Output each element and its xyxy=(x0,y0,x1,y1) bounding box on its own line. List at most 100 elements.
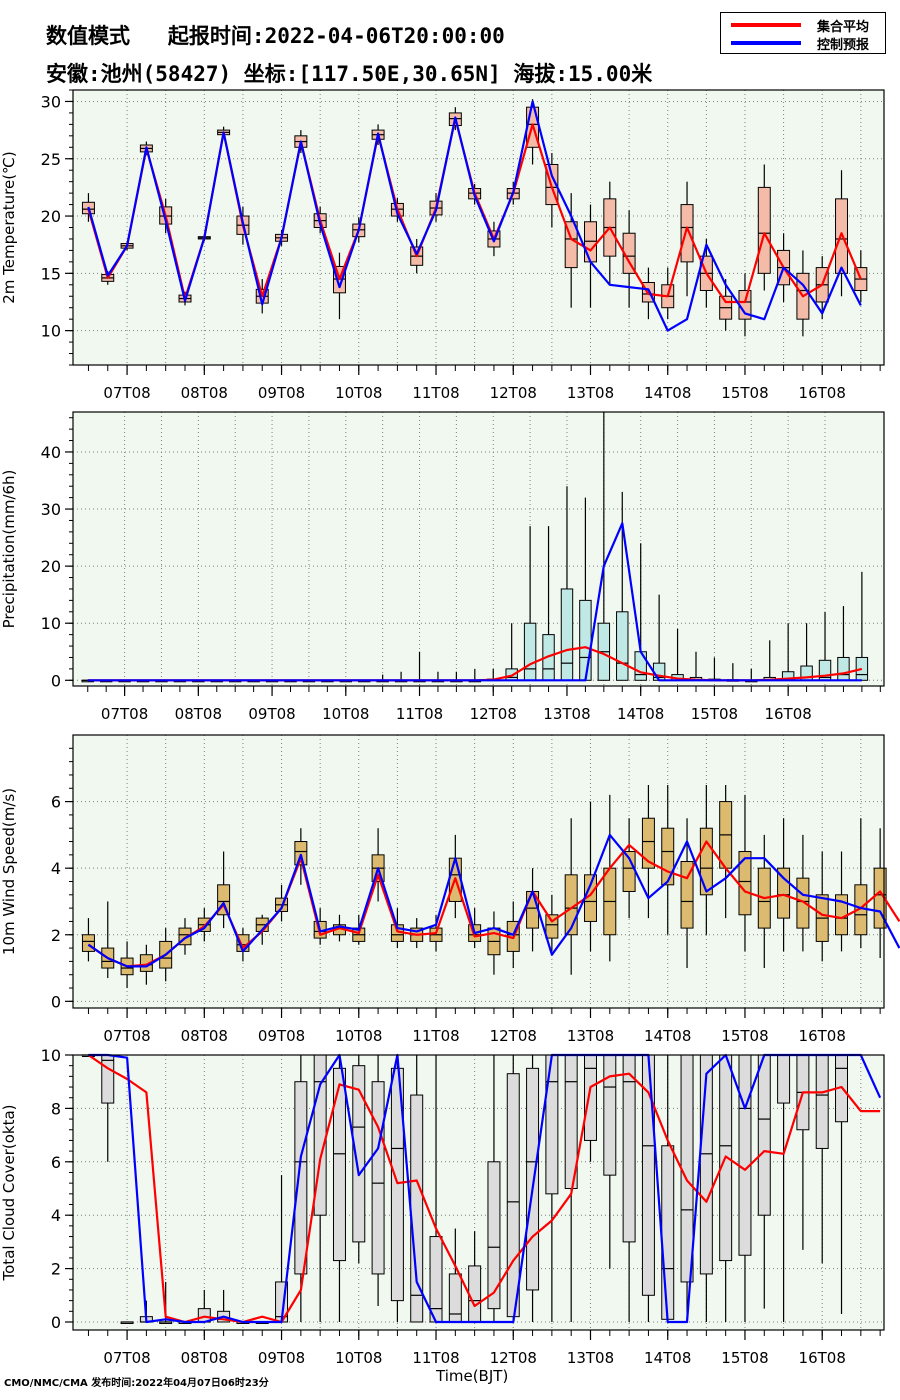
x-tick-label: 12T08 xyxy=(490,1349,537,1367)
legend-swatch-mean xyxy=(731,23,801,27)
legend-item-control: 控制预报 xyxy=(727,34,883,53)
legend-label-mean: 集合平均 xyxy=(817,20,870,35)
box-iqr xyxy=(178,927,192,946)
box-iqr xyxy=(468,1265,482,1323)
box-iqr xyxy=(294,841,308,866)
x-tick-label: 09T08 xyxy=(248,705,295,723)
box-iqr xyxy=(101,1054,115,1104)
box-iqr xyxy=(545,1054,559,1195)
y-tick-label: 0 xyxy=(51,671,61,690)
box-iqr xyxy=(371,1081,385,1275)
x-tick-label: 12T08 xyxy=(470,705,517,723)
y-tick-label: 30 xyxy=(41,500,61,519)
x-tick-label: 11T08 xyxy=(412,1349,459,1367)
box-iqr xyxy=(410,1094,424,1323)
chart-panel-1: 10 15 20 25 30 07T08 08T08 09T08 10T08 11T08 12T08… xyxy=(0,89,885,402)
x-tick-label: 14T08 xyxy=(644,1349,691,1367)
series-line-control-forecast xyxy=(87,833,900,968)
box-iqr xyxy=(545,914,559,939)
box-iqr xyxy=(873,867,887,929)
chart-panel-3: 0 2 4 6 07T08 08T08 09T08 10T08 11T08 12T08 13T08 1… xyxy=(0,734,900,1045)
x-axis-title: Time(BJT) xyxy=(436,1367,509,1385)
box-iqr xyxy=(757,1054,771,1216)
box-iqr xyxy=(680,1054,694,1283)
x-tick-label: 08T08 xyxy=(175,705,222,723)
y-axis-label: 2m Temperature(℃) xyxy=(0,151,18,304)
x-tick-label: 14T08 xyxy=(644,384,691,402)
forecast-header-line1: 数值模式 起报时间:2022-04-06T20:00:00 xyxy=(46,24,505,48)
series-line-control-forecast xyxy=(88,1053,882,1324)
box-iqr xyxy=(487,1161,501,1310)
box-iqr xyxy=(603,1054,617,1176)
x-tick-label: 09T08 xyxy=(258,1349,305,1367)
series-line-control-forecast xyxy=(87,100,862,332)
plot-frame xyxy=(72,411,885,687)
y-tick-label: 6 xyxy=(51,793,61,812)
plot-frame xyxy=(72,734,885,1009)
x-tick-label: 14T08 xyxy=(617,705,664,723)
y-tick-label: 20 xyxy=(41,207,61,226)
y-axis-label: 10m Wind Speed(m/s) xyxy=(0,788,18,955)
box-iqr xyxy=(757,186,771,274)
x-tick-label: 13T08 xyxy=(567,1349,614,1367)
box-iqr xyxy=(661,1145,675,1320)
box-iqr xyxy=(777,1054,791,1104)
box-iqr xyxy=(294,1081,308,1275)
y-axis-label: Total Cloud Cover(okta) xyxy=(0,1105,18,1282)
box-iqr xyxy=(579,599,592,681)
y-tick-label: 10 xyxy=(41,1046,61,1065)
chart-panel-4: 0 2 4 6 8 10 07T08 08T08 09T08 10T08 11T08 12T08 13T… xyxy=(0,1046,885,1367)
box-iqr xyxy=(448,1273,462,1323)
x-tick-label: 09T08 xyxy=(258,384,305,402)
y-tick-label: 20 xyxy=(41,557,61,576)
y-tick-label: 15 xyxy=(41,264,61,283)
box-iqr xyxy=(506,1073,520,1318)
y-tick-label: 10 xyxy=(41,322,61,341)
box-iqr xyxy=(837,656,850,681)
series-line-ensemble-mean xyxy=(87,1054,881,1324)
chart-panel-2: 0 10 20 30 40 07T08 08T08 09T08 10T08 11T08 12T08 1… xyxy=(0,411,885,723)
box-iqr xyxy=(641,817,655,869)
x-tick-label: 09T08 xyxy=(258,1027,305,1045)
box-iqr xyxy=(526,1067,540,1291)
x-tick-label: 15T08 xyxy=(691,705,738,723)
x-tick-label: 15T08 xyxy=(721,1027,768,1045)
x-tick-label: 13T08 xyxy=(567,384,614,402)
y-tick-label: 2 xyxy=(51,926,61,945)
x-tick-label: 07T08 xyxy=(101,705,148,723)
publish-footer: CMO/NMC/CMA 发布时间:2022年04月07日06时23分 xyxy=(4,1378,269,1389)
x-tick-label: 16T08 xyxy=(764,705,811,723)
box-iqr xyxy=(777,867,791,919)
y-tick-label: 2 xyxy=(51,1260,61,1279)
x-tick-label: 07T08 xyxy=(103,384,150,402)
x-tick-label: 16T08 xyxy=(799,1349,846,1367)
x-tick-label: 12T08 xyxy=(490,1027,537,1045)
x-tick-label: 08T08 xyxy=(181,1027,228,1045)
station-header-line2: 安徽:池州(58427) 坐标:[117.50E,30.65N] 海拔:15.0… xyxy=(46,62,653,86)
x-tick-label: 07T08 xyxy=(103,1027,150,1045)
x-tick-label: 15T08 xyxy=(721,384,768,402)
y-tick-label: 6 xyxy=(51,1153,61,1172)
x-tick-label: 10T08 xyxy=(335,384,382,402)
legend-item-mean: 集合平均 xyxy=(727,16,883,35)
plot-frame xyxy=(72,1054,885,1331)
x-tick-label: 15T08 xyxy=(721,1349,768,1367)
box-iqr xyxy=(738,1054,752,1256)
y-tick-label: 25 xyxy=(41,150,61,169)
x-tick-label: 11T08 xyxy=(396,705,443,723)
y-tick-label: 0 xyxy=(51,1313,61,1332)
y-tick-label: 40 xyxy=(41,443,61,462)
box-iqr xyxy=(815,1054,829,1149)
box-iqr xyxy=(81,934,95,952)
x-tick-label: 07T08 xyxy=(103,1349,150,1367)
y-tick-label: 8 xyxy=(51,1099,61,1118)
box-iqr xyxy=(332,1067,346,1262)
x-tick-label: 10T08 xyxy=(322,705,369,723)
y-tick-label: 4 xyxy=(51,1206,61,1225)
x-tick-label: 10T08 xyxy=(335,1349,382,1367)
plot-area xyxy=(73,412,884,686)
box-iqr xyxy=(616,611,629,681)
box-iqr xyxy=(622,1054,636,1243)
x-tick-label: 13T08 xyxy=(567,1027,614,1045)
